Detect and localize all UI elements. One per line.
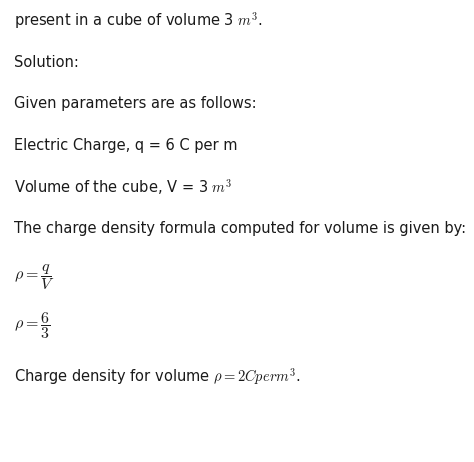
Text: Volume of the cube, V = 3 $m^3$: Volume of the cube, V = 3 $m^3$ (14, 177, 233, 197)
Text: Solution:: Solution: (14, 55, 79, 70)
Text: $\rho = \dfrac{q}{V}$: $\rho = \dfrac{q}{V}$ (14, 262, 55, 292)
Text: Charge density for volume $\rho = 2Cperm^3$.: Charge density for volume $\rho = 2Cperm… (14, 366, 301, 387)
Text: present in a cube of volume 3 $m^3$.: present in a cube of volume 3 $m^3$. (14, 10, 263, 31)
Text: Electric Charge, q = 6 C per m: Electric Charge, q = 6 C per m (14, 138, 238, 153)
Text: Given parameters are as follows:: Given parameters are as follows: (14, 97, 257, 111)
Text: $\rho = \dfrac{6}{3}$: $\rho = \dfrac{6}{3}$ (14, 310, 51, 341)
Text: The charge density formula computed for volume is given by:: The charge density formula computed for … (14, 221, 466, 236)
